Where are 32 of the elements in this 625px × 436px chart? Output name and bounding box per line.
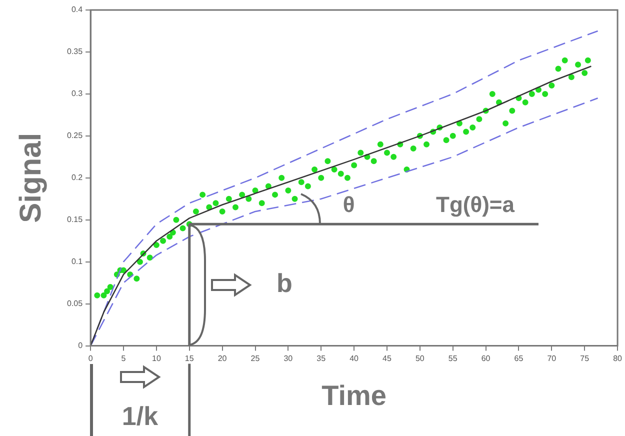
x-tick-label: 65 [514,354,524,363]
x-tick-label: 55 [448,354,458,363]
x-tick-label: 80 [613,354,623,363]
x-tick-label: 35 [316,354,326,363]
x-tick-label: 70 [547,354,557,363]
y-tick-label: 0.15 [66,215,84,224]
annotation: Tg(θ)=a [436,192,516,218]
y-tick-label: 0.3 [71,89,84,98]
x-tick-label: 5 [121,354,126,363]
x-tick-label: 40 [350,354,360,363]
x-tick-label: 50 [415,354,425,363]
y-tick-label: 0 [78,341,84,350]
x-tick-label: 25 [250,354,260,363]
x-tick-label: 60 [481,354,491,363]
x-tick-label: 45 [382,354,392,363]
x-tick-label: 10 [152,354,162,363]
annotation: θ [342,192,355,218]
y-tick-label: 0.25 [66,131,84,140]
y-tick-label: 0.1 [71,257,84,266]
ref-line-label: 1/k [122,401,159,432]
y-tick-label: 0.2 [71,173,84,182]
y-tick-label: 0.05 [66,299,84,308]
x-tick-label: 30 [284,354,294,363]
x-tick-label: 0 [88,354,94,363]
y-axis-title: Signal [14,132,48,223]
y-tick-label: 0.35 [66,47,84,56]
x-tick-label: 20 [218,354,228,363]
legend-label: b [276,268,292,298]
x-tick-label: 15 [184,354,194,363]
y-tick-label: 0.4 [71,5,84,14]
x-tick-label: 75 [580,354,590,363]
x-axis-title: Time [322,380,386,411]
